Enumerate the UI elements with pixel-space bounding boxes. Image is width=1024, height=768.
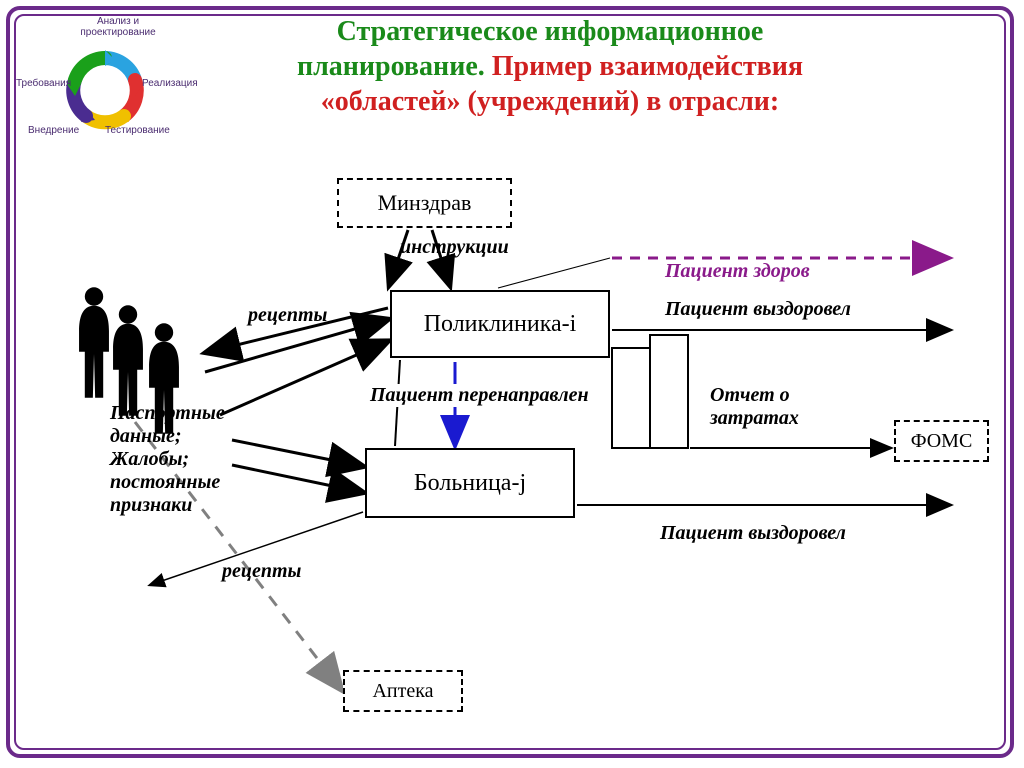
cycle-diagram: Анализ и проектирование Требования Реали… xyxy=(30,20,180,150)
label-recepty-top: рецепты xyxy=(248,304,327,327)
label-instrukcii: инструкции xyxy=(400,236,509,259)
node-minzdrav: Минздрав xyxy=(337,178,512,228)
label-pasport: Паспортные данные; Жалобы; постоянные пр… xyxy=(110,402,225,517)
label-recepty-bottom: рецепты xyxy=(222,560,301,583)
cycle-label-left: Требования xyxy=(16,78,71,89)
cycle-label-bl: Внедрение xyxy=(28,125,79,136)
slide-title: Стратегическое информационное планирован… xyxy=(180,14,920,119)
label-otchet: Отчет о затратах xyxy=(710,384,799,430)
node-poliklinika: Поликлиника-i xyxy=(390,290,610,358)
cycle-label-right: Реализация xyxy=(142,78,198,89)
title-line2b: Пример в xyxy=(485,51,615,82)
node-foms-label: ФОМС xyxy=(911,430,973,453)
title-line1: Стратегическое информационное xyxy=(337,16,764,47)
node-bolnitsa: Больница-j xyxy=(365,448,575,518)
cycle-label-br: Тестирование xyxy=(105,125,170,136)
label-perenapravlen: Пациент перенаправлен xyxy=(370,384,589,407)
label-vyzdorovel-bottom: Пациент выздоровел xyxy=(660,522,846,545)
cycle-label-top: Анализ и проектирование xyxy=(78,16,158,38)
title-line2c: заимодействия xyxy=(614,51,803,82)
node-bolnitsa-label: Больница-j xyxy=(414,470,526,497)
node-poliklinika-label: Поликлиника-i xyxy=(424,311,577,338)
label-vyzdorovel-top: Пациент выздоровел xyxy=(665,298,851,321)
node-apteka-label: Аптека xyxy=(372,680,433,703)
node-apteka: Аптека xyxy=(343,670,463,712)
title-line3: «областей» (учреждений) в отрасли: xyxy=(321,86,780,117)
node-minzdrav-label: Минздрав xyxy=(378,190,472,216)
node-foms: ФОМС xyxy=(894,420,989,462)
label-zdorov: Пациент здоров xyxy=(665,260,810,283)
title-line2a: планирование. xyxy=(297,51,485,82)
